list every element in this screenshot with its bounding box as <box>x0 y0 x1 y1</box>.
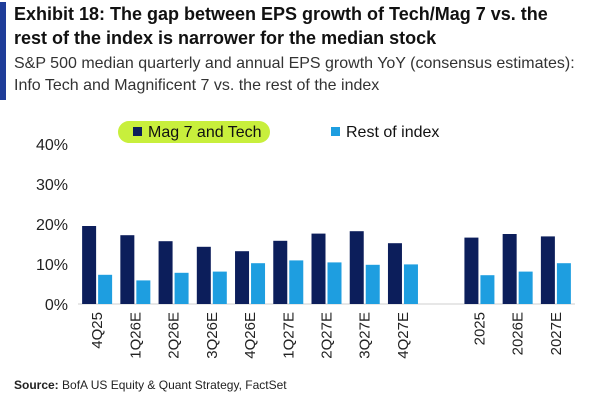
x-tick-label: 4Q26E <box>242 312 259 359</box>
x-tick-label: 2026E <box>510 312 527 355</box>
bar-rest-of-index-3q27e <box>365 264 380 304</box>
legend-label-mag7-tech: Mag 7 and Tech <box>148 124 262 141</box>
bar-mag7-tech-2026e <box>502 234 517 304</box>
bar-rest-of-index-2q26e <box>174 272 189 304</box>
x-tick-label: 1Q27E <box>280 312 297 359</box>
bar-rest-of-index-3q26e <box>212 271 227 304</box>
bar-rest-of-index-2026e <box>518 271 533 304</box>
x-tick-label: 2027E <box>548 312 565 355</box>
source-label: Source: <box>14 378 59 392</box>
chart-subtitle: S&P 500 median quarterly and annual EPS … <box>14 55 575 94</box>
bar-rest-of-index-1q26e <box>136 280 151 304</box>
legend-swatch-rest-of-index <box>331 127 340 136</box>
x-tick-label: 3Q27E <box>357 312 374 359</box>
source-text: BofA US Equity & Quant Strategy, FactSet <box>62 378 287 392</box>
bar-rest-of-index-2027e <box>556 263 571 304</box>
legend-highlight <box>118 121 270 143</box>
source-note: Source: BofA US Equity & Quant Strategy,… <box>14 378 287 392</box>
y-tick-label: 10% <box>36 257 68 274</box>
bar-mag7-tech-2027e <box>540 236 555 304</box>
bar-mag7-tech-3q26e <box>196 246 211 304</box>
y-tick-label: 0% <box>45 297 68 314</box>
bar-mag7-tech-4q25 <box>82 226 97 304</box>
bar-rest-of-index-4q25 <box>98 274 113 304</box>
x-tick-label: 2Q26E <box>166 312 183 359</box>
bar-mag7-tech-4q27e <box>387 243 402 304</box>
accent-bar <box>0 2 6 100</box>
bar-mag7-tech-2025 <box>464 237 479 304</box>
bar-rest-of-index-4q26e <box>251 263 266 304</box>
y-tick-label: 30% <box>36 177 68 194</box>
legend-swatch-mag7-tech <box>133 127 142 136</box>
bar-rest-of-index-4q27e <box>403 264 418 304</box>
bar-mag7-tech-4q26e <box>235 251 250 304</box>
bar-mag7-tech-1q27e <box>273 240 288 304</box>
x-tick-label: 2Q27E <box>319 312 336 359</box>
x-tick-label: 2025 <box>471 312 488 345</box>
chart-title: Exhibit 18: The gap between EPS growth o… <box>14 4 548 48</box>
x-tick-label: 4Q25 <box>89 312 106 349</box>
bar-mag7-tech-1q26e <box>120 235 135 304</box>
legend-label-rest-of-index: Rest of index <box>346 124 439 141</box>
bar-mag7-tech-2q27e <box>311 233 326 304</box>
bar-mag7-tech-3q27e <box>349 231 364 304</box>
x-tick-label: 1Q26E <box>127 312 144 359</box>
bar-mag7-tech-2q26e <box>158 241 173 304</box>
bar-rest-of-index-1q27e <box>289 260 304 304</box>
bar-rest-of-index-2q27e <box>327 262 342 304</box>
x-tick-label: 4Q27E <box>395 312 412 359</box>
bar-rest-of-index-2025 <box>480 275 495 304</box>
x-tick-label: 3Q26E <box>204 312 221 359</box>
y-tick-label: 40% <box>36 137 68 154</box>
y-tick-label: 20% <box>36 217 68 234</box>
